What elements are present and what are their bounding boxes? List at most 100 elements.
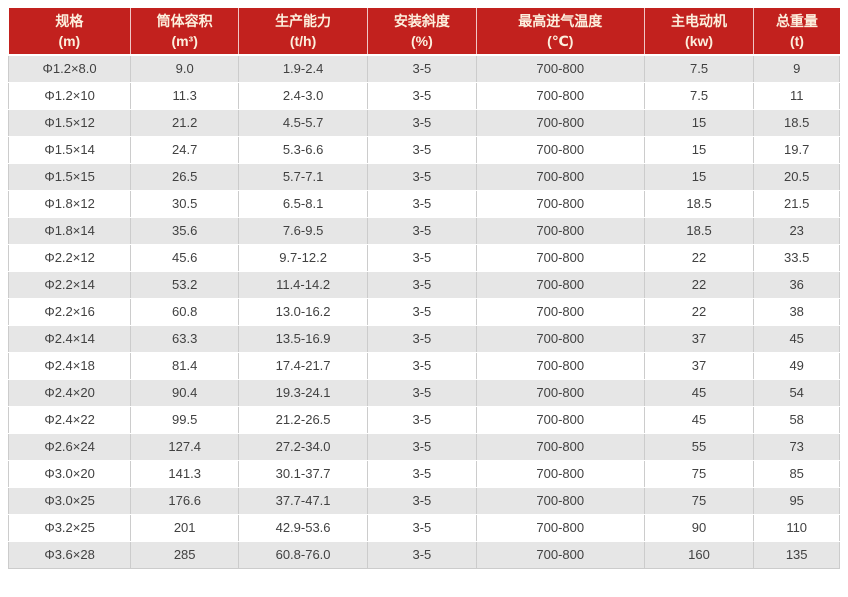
table-cell: Φ1.8×12 xyxy=(7,190,132,218)
table-cell: Φ3.0×25 xyxy=(7,487,132,515)
table-cell: 37.7-47.1 xyxy=(238,487,368,515)
table-cell: 21.2-26.5 xyxy=(238,406,368,434)
table-cell: 54 xyxy=(753,379,840,407)
table-body: Φ1.2×8.0 9.0 1.9-2.4 3-5 700-800 7.5 9 Φ1.2×10 1… xyxy=(7,55,840,569)
table-cell: 700-800 xyxy=(476,379,645,407)
column-name: 生产能力 xyxy=(275,13,332,29)
table-cell: 53.2 xyxy=(130,271,240,299)
column-name: 安装斜度 xyxy=(393,13,450,29)
table-cell: 37 xyxy=(644,352,755,380)
table-cell: 90 xyxy=(644,514,755,542)
table-cell: 1.9-2.4 xyxy=(238,55,368,83)
table-cell: 18.5 xyxy=(644,217,755,245)
column-header: 安装斜度 (%) xyxy=(367,8,477,56)
column-name: 总重量 xyxy=(775,13,818,29)
table-cell: 55 xyxy=(644,433,755,461)
column-name: 规格 xyxy=(55,13,84,29)
table-cell: 85 xyxy=(753,460,840,488)
table-cell: 23 xyxy=(753,217,840,245)
table-cell: 45 xyxy=(753,325,840,353)
table-row: Φ2.4×18 81.4 17.4-21.7 3-5 700-800 37 49 xyxy=(7,352,840,380)
table-cell: 35.6 xyxy=(130,217,240,245)
table-cell: 700-800 xyxy=(476,109,645,137)
table-cell: Φ2.4×14 xyxy=(7,325,132,353)
specifications-table: 规格 (m) 筒体容积 (m³) 生产能力 (t/h) 安装斜度 (%) 最高进气温度 (℃) 主电… xyxy=(7,8,840,569)
table-cell: 63.3 xyxy=(130,325,240,353)
column-unit: (m) xyxy=(58,33,81,49)
table-cell: 81.4 xyxy=(130,352,240,380)
table-cell: 45 xyxy=(644,406,755,434)
table-row: Φ2.6×24 127.4 27.2-34.0 3-5 700-800 55 73 xyxy=(7,433,840,461)
table-row: Φ3.0×20 141.3 30.1-37.7 3-5 700-800 75 85 xyxy=(7,460,840,488)
table-row: Φ2.4×14 63.3 13.5-16.9 3-5 700-800 37 45 xyxy=(7,325,840,353)
table-cell: 5.3-6.6 xyxy=(238,136,368,164)
table-cell: 700-800 xyxy=(476,244,645,272)
table-cell: 22 xyxy=(644,271,755,299)
table-cell: 135 xyxy=(753,541,840,569)
table-cell: 3-5 xyxy=(367,514,477,542)
table-cell: 3-5 xyxy=(367,163,477,191)
table-cell: 36 xyxy=(753,271,840,299)
table-cell: 15 xyxy=(644,136,755,164)
table-cell: 19.7 xyxy=(753,136,840,164)
table-cell: 700-800 xyxy=(476,487,645,515)
table-cell: 45 xyxy=(644,379,755,407)
column-unit: (℃) xyxy=(547,33,574,49)
column-name: 主电动机 xyxy=(671,13,728,29)
table-row: Φ2.2×14 53.2 11.4-14.2 3-5 700-800 22 36 xyxy=(7,271,840,299)
table-cell: 3-5 xyxy=(367,109,477,137)
table-cell: 4.5-5.7 xyxy=(238,109,368,137)
table-cell: 15 xyxy=(644,109,755,137)
table-cell: 3-5 xyxy=(367,190,477,218)
table-cell: 22 xyxy=(644,298,755,326)
table-cell: 3-5 xyxy=(367,217,477,245)
table-cell: 700-800 xyxy=(476,352,645,380)
table-cell: 3-5 xyxy=(367,136,477,164)
table-cell: 42.9-53.6 xyxy=(238,514,368,542)
table-cell: 30.1-37.7 xyxy=(238,460,368,488)
table-cell: 26.5 xyxy=(130,163,240,191)
table-cell: 20.5 xyxy=(753,163,840,191)
table-row: Φ3.2×25 201 42.9-53.6 3-5 700-800 90 110 xyxy=(7,514,840,542)
table-cell: 700-800 xyxy=(476,514,645,542)
table-cell: 700-800 xyxy=(476,325,645,353)
column-name: 最高进气温度 xyxy=(518,13,603,29)
table-cell: 27.2-34.0 xyxy=(238,433,368,461)
table-cell: 7.6-9.5 xyxy=(238,217,368,245)
table-cell: 160 xyxy=(644,541,755,569)
table-cell: Φ2.2×16 xyxy=(7,298,132,326)
table-cell: 700-800 xyxy=(476,271,645,299)
table-cell: 13.0-16.2 xyxy=(238,298,368,326)
table-cell: 6.5-8.1 xyxy=(238,190,368,218)
table-cell: Φ1.5×14 xyxy=(7,136,132,164)
table-cell: 3-5 xyxy=(367,487,477,515)
column-header: 总重量 (t) xyxy=(753,8,840,56)
table-row: Φ1.8×12 30.5 6.5-8.1 3-5 700-800 18.5 21.5 xyxy=(7,190,840,218)
table-cell: 9.7-12.2 xyxy=(238,244,368,272)
table-cell: 3-5 xyxy=(367,460,477,488)
table-cell: 700-800 xyxy=(476,163,645,191)
table-cell: 11.3 xyxy=(130,82,240,110)
table-cell: Φ2.2×12 xyxy=(7,244,132,272)
table-cell: 2.4-3.0 xyxy=(238,82,368,110)
table-cell: Φ3.0×20 xyxy=(7,460,132,488)
table-cell: Φ1.8×14 xyxy=(7,217,132,245)
table-cell: 176.6 xyxy=(130,487,240,515)
column-unit: (m³) xyxy=(171,33,198,49)
column-header: 筒体容积 (m³) xyxy=(130,8,240,56)
table-cell: 5.7-7.1 xyxy=(238,163,368,191)
table-cell: Φ1.2×8.0 xyxy=(7,55,132,83)
table-row: Φ1.8×14 35.6 7.6-9.5 3-5 700-800 18.5 23 xyxy=(7,217,840,245)
table-cell: 110 xyxy=(753,514,840,542)
table-cell: 18.5 xyxy=(644,190,755,218)
table-cell: 13.5-16.9 xyxy=(238,325,368,353)
table-cell: Φ2.4×22 xyxy=(7,406,132,434)
table-cell: 3-5 xyxy=(367,82,477,110)
table-cell: 33.5 xyxy=(753,244,840,272)
table-cell: 21.2 xyxy=(130,109,240,137)
table-cell: 19.3-24.1 xyxy=(238,379,368,407)
table-cell: 18.5 xyxy=(753,109,840,137)
table-cell: 3-5 xyxy=(367,433,477,461)
column-unit: (kw) xyxy=(685,33,714,49)
table-cell: 90.4 xyxy=(130,379,240,407)
